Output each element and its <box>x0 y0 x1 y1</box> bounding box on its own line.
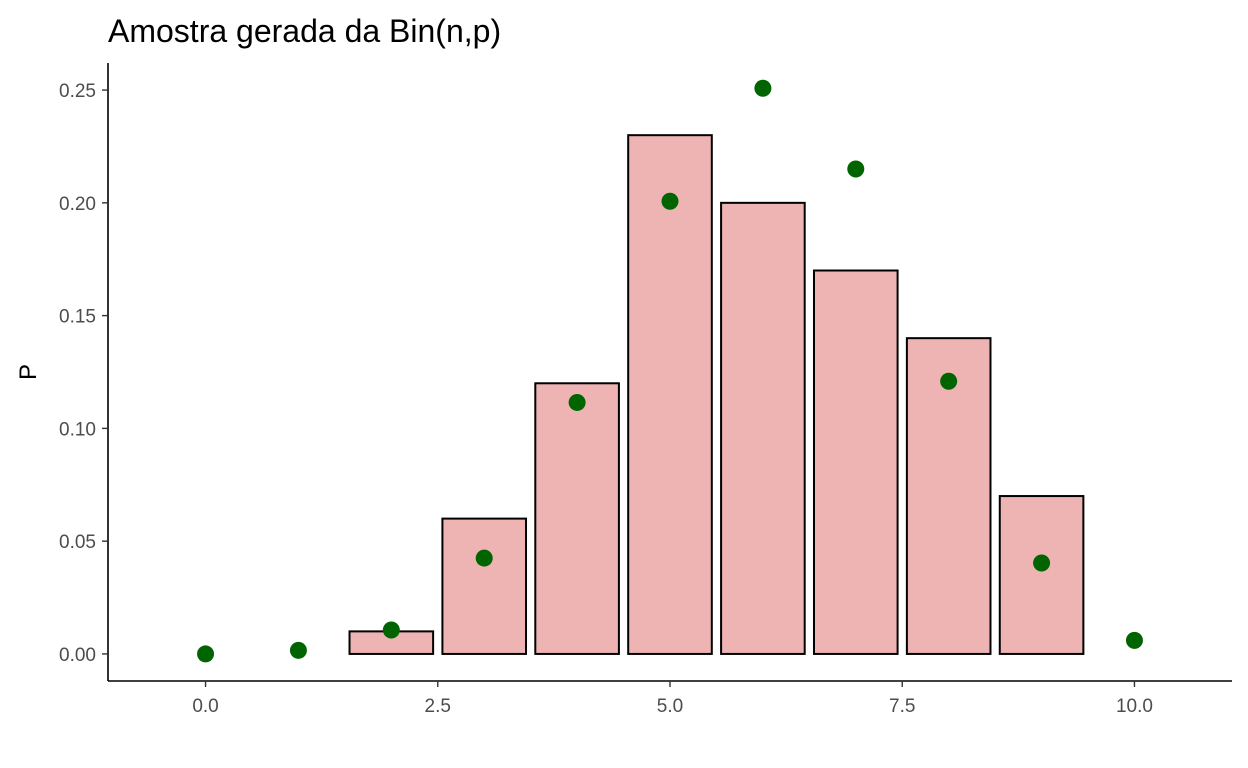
bar-7 <box>812 269 899 655</box>
point-7 <box>847 160 865 178</box>
point-4 <box>568 393 586 411</box>
bar-4 <box>534 382 620 655</box>
x-axis-ticks: 0.0 2.5 5.0 7.5 10.0 <box>192 681 1153 717</box>
point-6 <box>754 79 772 97</box>
bar-3 <box>441 517 528 655</box>
bar-6 <box>720 201 806 655</box>
y-tick-label: 0.25 <box>59 81 96 102</box>
point-8 <box>940 372 958 390</box>
x-tick-label: 7.5 <box>889 696 915 717</box>
y-axis-ticks: 0.00 0.05 0.10 0.15 0.20 0.25 <box>59 81 108 666</box>
y-tick-label: 0.00 <box>59 645 96 666</box>
point-1 <box>289 641 307 659</box>
y-tick-label: 0.20 <box>59 194 96 215</box>
point-10 <box>1125 631 1143 649</box>
bars-layer <box>348 134 1085 655</box>
point-5 <box>661 192 679 210</box>
x-tick-label: 10.0 <box>1116 696 1153 717</box>
y-tick-label: 0.10 <box>59 419 96 440</box>
bar-5 <box>627 134 713 655</box>
y-tick-label: 0.15 <box>59 307 96 328</box>
point-2 <box>382 621 400 639</box>
bar-8 <box>905 337 992 655</box>
chart-title: Amostra gerada da Bin(n,p) <box>108 13 501 49</box>
x-tick-label: 0.0 <box>192 696 218 717</box>
y-axis-title: P <box>15 364 42 380</box>
x-tick-label: 2.5 <box>425 696 451 717</box>
bar-9 <box>998 495 1085 655</box>
point-9 <box>1033 554 1051 572</box>
point-3 <box>475 549 493 567</box>
point-0 <box>197 645 215 663</box>
x-tick-label: 5.0 <box>657 696 683 717</box>
points-layer <box>197 79 1143 663</box>
y-tick-label: 0.05 <box>59 532 96 553</box>
